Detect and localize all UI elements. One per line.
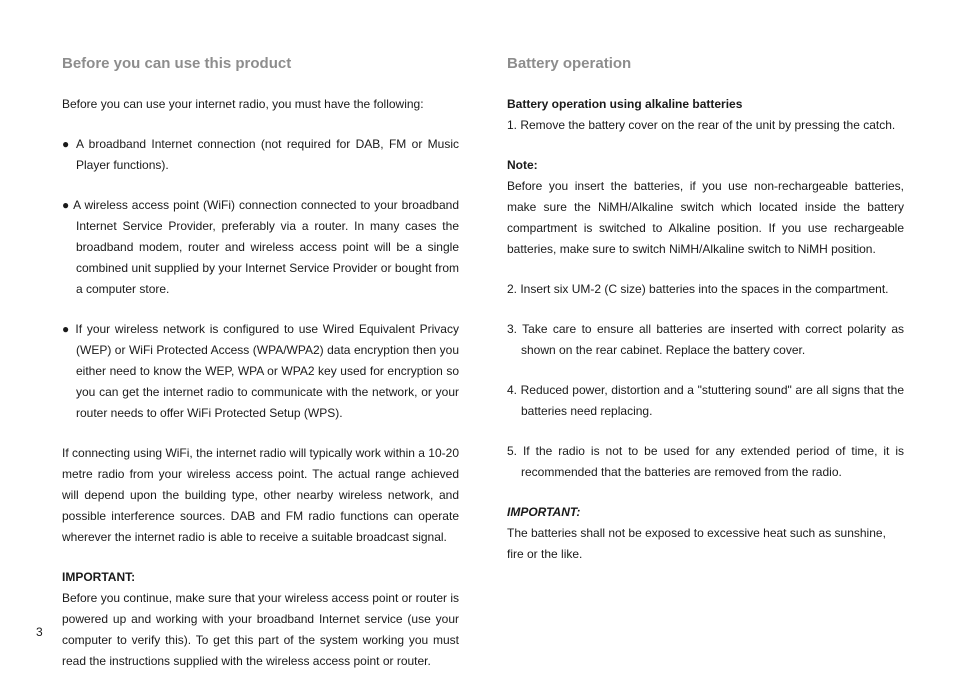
important-label: IMPORTANT: bbox=[62, 567, 459, 588]
step-item: 4. Reduced power, distortion and a "stut… bbox=[507, 380, 904, 422]
step-item: 5. If the radio is not to be used for an… bbox=[507, 441, 904, 483]
bullet-item: A wireless access point (WiFi) connectio… bbox=[62, 195, 459, 300]
important-label-right: IMPORTANT: bbox=[507, 502, 904, 523]
step-1: 1. Remove the battery cover on the rear … bbox=[507, 115, 904, 136]
note-text: Before you insert the batteries, if you … bbox=[507, 176, 904, 260]
bullet-item: If your wireless network is configured t… bbox=[62, 319, 459, 424]
page-number: 3 bbox=[36, 625, 43, 639]
step-item: 2. Insert six UM-2 (C size) batteries in… bbox=[507, 279, 904, 300]
step-item: 3. Take care to ensure all batteries are… bbox=[507, 319, 904, 361]
sub-heading: Battery operation using alkaline batteri… bbox=[507, 94, 904, 115]
right-heading: Battery operation bbox=[507, 55, 904, 72]
important-text-right: The batteries shall not be exposed to ex… bbox=[507, 523, 904, 565]
right-column: Battery operation Battery operation usin… bbox=[507, 55, 904, 673]
intro-paragraph: Before you can use your internet radio, … bbox=[62, 94, 459, 115]
manual-page: Before you can use this product Before y… bbox=[0, 0, 954, 673]
note-label: Note: bbox=[507, 155, 904, 176]
left-column: Before you can use this product Before y… bbox=[62, 55, 459, 673]
bullet-item: A broadband Internet connection (not req… bbox=[62, 134, 459, 176]
range-note: If connecting using WiFi, the internet r… bbox=[62, 443, 459, 548]
important-text: Before you continue, make sure that your… bbox=[62, 588, 459, 672]
left-heading: Before you can use this product bbox=[62, 55, 459, 72]
